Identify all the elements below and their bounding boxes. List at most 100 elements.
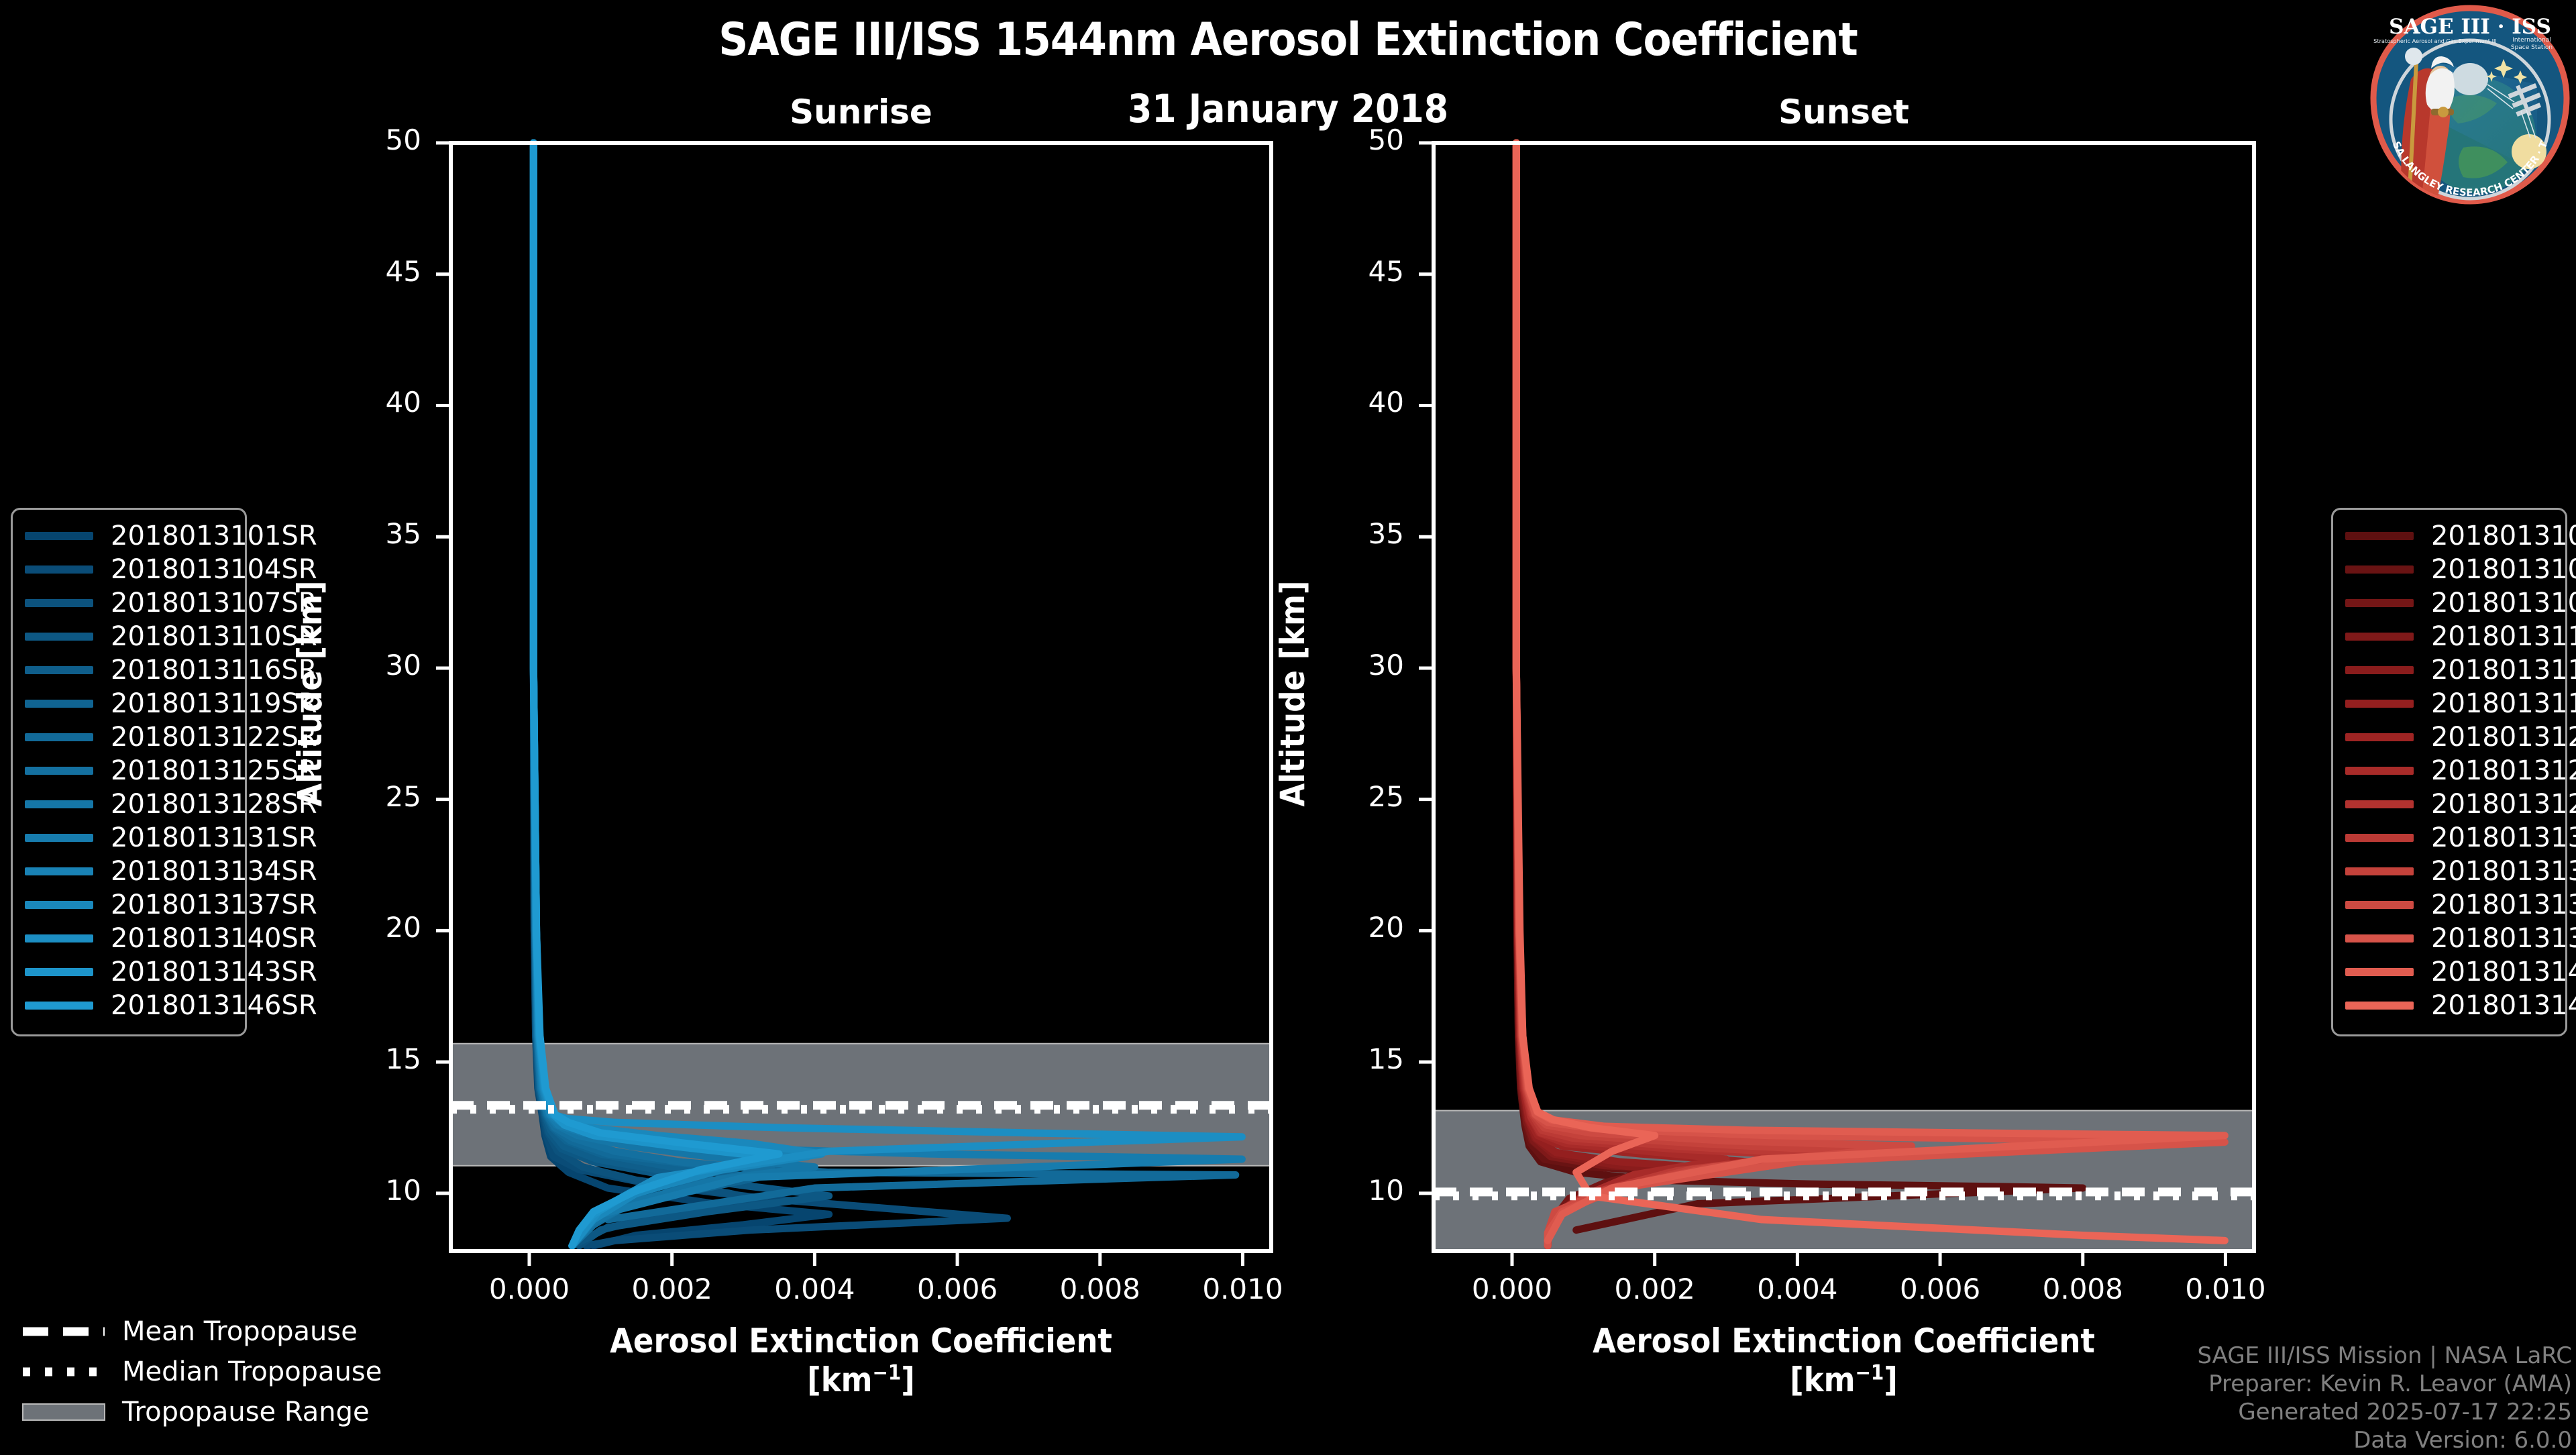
legend-item-2018013118SS[interactable]: 2018013118SS <box>2345 687 2576 720</box>
credits-line-preparer: Preparer: Kevin R. Leavor (AMA) <box>2208 1370 2572 1398</box>
legend-item-2018013116SR[interactable]: 2018013116SR <box>25 653 317 687</box>
legend-color-swatch <box>25 565 93 574</box>
series-line-2018013139SS <box>1512 139 2229 1250</box>
legend-item-2018013110SR[interactable]: 2018013110SR <box>25 620 317 653</box>
dashed-line-icon <box>20 1323 107 1340</box>
legend-sunset[interactable]: 2018013103SS2018013106SS2018013109SS2018… <box>2331 508 2576 1036</box>
legend-label: 2018013125SR <box>111 755 317 786</box>
legend-color-swatch <box>25 834 93 842</box>
legend-color-swatch <box>2345 968 2414 976</box>
credits-line-version: Data Version: 6.0.0 <box>2353 1427 2572 1454</box>
legend-item-2018013121SS[interactable]: 2018013121SS <box>2345 720 2576 754</box>
series-line-2018013115SS <box>1512 139 1680 1250</box>
y-tick-label-sunrise-3: 25 <box>385 779 421 813</box>
legend-color-swatch <box>2345 934 2414 942</box>
y-tick-label-sunrise-0: 10 <box>385 1173 421 1207</box>
legend-label: 2018013140SR <box>111 923 317 954</box>
x-tick-label-sunset-3: 0.006 <box>1899 1273 1981 1305</box>
legend-color-swatch <box>25 700 93 708</box>
series-line-2018013136SS <box>1512 139 1916 1250</box>
x-tick-label-sunset-4: 0.008 <box>2042 1273 2123 1305</box>
legend-color-swatch <box>2345 666 2414 674</box>
y-axis-title-sunrise: Altitude [km] <box>290 580 329 807</box>
legend-item-2018013140SR[interactable]: 2018013140SR <box>25 922 317 955</box>
legend-item-2018013103SS[interactable]: 2018013103SS <box>2345 519 2576 553</box>
legend-item-2018013104SR[interactable]: 2018013104SR <box>25 553 317 586</box>
logo-subtitle-right-1: International <box>2512 37 2551 44</box>
legend-item-2018013127SS[interactable]: 2018013127SS <box>2345 788 2576 821</box>
sage-iii-iss-mission-patch-icon: SAGE III · ISS Stratospheric Aerosol and… <box>2369 4 2570 205</box>
sunrise-panel-subtitle: Sunrise <box>790 93 932 131</box>
y-axis-title-sunset: Altitude [km] <box>1273 580 1312 807</box>
legend-item-2018013112SS[interactable]: 2018013112SS <box>2345 620 2576 653</box>
y-tick-label-sunset-1: 15 <box>1368 1042 1404 1076</box>
legend-item-2018013145SS[interactable]: 2018013145SS <box>2345 989 2576 1022</box>
y-tick-label-sunrise-5: 35 <box>385 517 421 551</box>
series-line-2018013145SS <box>1512 139 2229 1244</box>
legend-label-tropopause-range: Tropopause Range <box>122 1397 370 1427</box>
legend-label: 2018013115SS <box>2431 655 2576 686</box>
legend-item-2018013115SS[interactable]: 2018013115SS <box>2345 653 2576 687</box>
dotted-line-icon <box>20 1363 107 1381</box>
legend-item-2018013139SS[interactable]: 2018013139SS <box>2345 922 2576 955</box>
legend-color-swatch <box>2345 800 2414 808</box>
legend-item-mean-tropopause: Mean Tropopause <box>20 1311 382 1352</box>
series-line-2018013146SR <box>529 139 783 1250</box>
legend-color-swatch <box>2345 834 2414 842</box>
y-tick-label-sunset-5: 35 <box>1368 517 1404 551</box>
y-tick-label-sunset-3: 25 <box>1368 779 1404 813</box>
legend-item-2018013101SR[interactable]: 2018013101SR <box>25 519 317 553</box>
page-title: SAGE III/ISS 1544nm Aerosol Extinction C… <box>718 13 1858 66</box>
legend-label: 2018013116SR <box>111 655 317 686</box>
legend-item-2018013128SR[interactable]: 2018013128SR <box>25 788 317 821</box>
legend-item-2018013130SS[interactable]: 2018013130SS <box>2345 821 2576 855</box>
legend-color-swatch <box>2345 1002 2414 1010</box>
legend-color-swatch <box>25 867 93 875</box>
x-tick-label-sunrise-4: 0.008 <box>1059 1273 1140 1305</box>
legend-label: 2018013131SR <box>111 822 317 853</box>
date-title: 31 January 2018 <box>1127 86 1449 131</box>
y-tick-label-sunset-6: 40 <box>1368 386 1404 419</box>
legend-item-2018013125SR[interactable]: 2018013125SR <box>25 754 317 788</box>
legend-item-2018013143SR[interactable]: 2018013143SR <box>25 955 317 989</box>
legend-color-swatch <box>2345 565 2414 574</box>
y-tick-label-sunrise-1: 15 <box>385 1042 421 1076</box>
legend-label: 2018013104SR <box>111 554 317 585</box>
legend-sunrise[interactable]: 2018013101SR 2018013104SR 2018013107SR 2018… <box>11 508 317 1036</box>
legend-item-2018013107SR[interactable]: 2018013107SR <box>25 586 317 620</box>
y-tick-label-sunset-2: 20 <box>1368 911 1404 945</box>
legend-item-2018013109SS[interactable]: 2018013109SS <box>2345 586 2576 620</box>
legend-item-2018013137SR[interactable]: 2018013137SR <box>25 888 317 922</box>
legend-label-median-tropopause: Median Tropopause <box>122 1356 382 1387</box>
legend-label: 2018013101SR <box>111 521 317 551</box>
legend-item-2018013124SS[interactable]: 2018013124SS <box>2345 754 2576 788</box>
x-tick-label-sunset-5: 0.010 <box>2185 1273 2266 1305</box>
legend-item-2018013142SS[interactable]: 2018013142SS <box>2345 955 2576 989</box>
legend-item-2018013146SR[interactable]: 2018013146SR <box>25 989 317 1022</box>
legend-item-2018013133SS[interactable]: 2018013133SS <box>2345 855 2576 888</box>
legend-item-2018013136SS[interactable]: 2018013136SS <box>2345 888 2576 922</box>
legend-color-swatch <box>25 800 93 808</box>
legend-label: 2018013122SR <box>111 722 317 753</box>
legend-item-2018013106SS[interactable]: 2018013106SS <box>2345 553 2576 586</box>
y-tick-label-sunrise-4: 30 <box>385 648 421 682</box>
legend-color-swatch <box>2345 733 2414 741</box>
legend-label: 2018013137SR <box>111 890 317 920</box>
legend-item-2018013119SR[interactable]: 2018013119SR <box>25 687 317 720</box>
series-line-2018013121SS <box>1512 139 1752 1250</box>
legend-color-swatch <box>25 599 93 607</box>
y-tick-label-sunset-4: 30 <box>1368 648 1404 682</box>
legend-color-swatch <box>25 733 93 741</box>
legend-item-2018013122SR[interactable]: 2018013122SR <box>25 720 317 754</box>
y-tick-label-sunrise-2: 20 <box>385 911 421 945</box>
logo-subtitle-right-2: Space Station <box>2511 44 2553 51</box>
plot-panel-sunrise <box>436 139 1273 1266</box>
legend-label: 2018013145SS <box>2431 990 2576 1021</box>
legend-label: 2018013143SR <box>111 957 317 987</box>
logo-title: SAGE III · ISS <box>2389 15 2551 39</box>
legend-item-2018013131SR[interactable]: 2018013131SR <box>25 821 317 855</box>
legend-color-swatch <box>25 934 93 942</box>
y-tick-label-sunrise-8: 50 <box>385 123 421 156</box>
legend-item-2018013134SR[interactable]: 2018013134SR <box>25 855 317 888</box>
legend-label: 2018013139SS <box>2431 923 2576 954</box>
